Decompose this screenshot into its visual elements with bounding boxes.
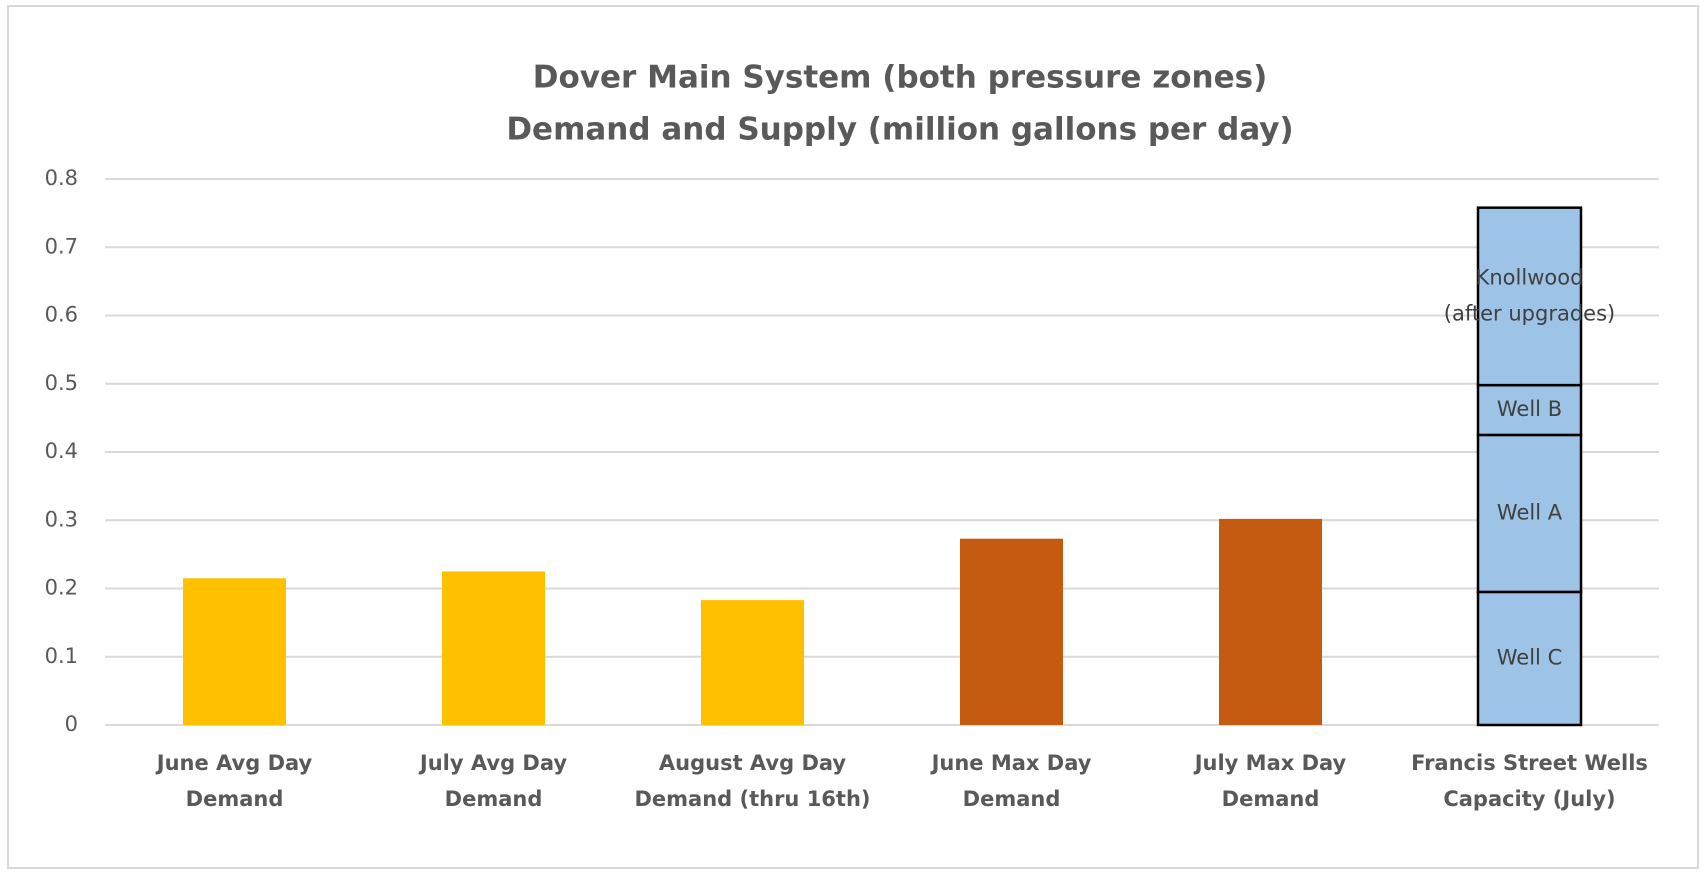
x-tick-label: Demand: [445, 787, 543, 811]
x-tick-label: Demand: [1222, 787, 1320, 811]
y-tick-label: 0.3: [45, 507, 78, 531]
x-tick-label: Capacity (July): [1443, 787, 1615, 811]
x-tick-label: Francis Street Wells: [1411, 751, 1648, 775]
segment-label: Well B: [1497, 397, 1562, 421]
x-tick-label: Demand (thru 16th): [634, 787, 870, 811]
y-tick-label: 0.2: [45, 576, 78, 600]
bar-segment: [701, 600, 804, 725]
y-tick-label: 0.8: [45, 166, 78, 190]
segment-label: Well A: [1497, 500, 1563, 524]
segment-label: Knollwood: [1476, 265, 1584, 289]
chart-title: Dover Main System (both pressure zones): [533, 60, 1268, 96]
bar-segment: [1219, 518, 1322, 725]
x-tick-label: June Max Day: [930, 751, 1092, 775]
y-tick-label: 0.7: [45, 234, 78, 258]
y-tick-label: 0.6: [45, 303, 78, 327]
bar-segment: [960, 538, 1063, 725]
y-tick-label: 0.4: [45, 439, 78, 463]
x-tick-label: July Avg Day: [418, 751, 567, 775]
bar-segment: [1476, 206, 1583, 387]
x-tick-label: June Avg Day: [155, 751, 313, 775]
bar-segment: [442, 571, 545, 725]
x-tick-label: July Max Day: [1193, 751, 1347, 775]
segment-label: Well C: [1497, 645, 1562, 669]
y-tick-label: 0.1: [45, 644, 78, 668]
chart-title: Demand and Supply (million gallons per d…: [506, 112, 1293, 148]
y-tick-label: 0.5: [45, 371, 78, 395]
bar-segment: [183, 578, 286, 725]
x-tick-label: Demand: [186, 787, 284, 811]
y-tick-label: 0: [65, 712, 78, 736]
bar-segment: [1476, 383, 1583, 437]
bar-segment: [1476, 590, 1583, 727]
x-tick-label: August Avg Day: [659, 751, 847, 775]
segment-label: (after upgrades): [1444, 301, 1615, 325]
x-tick-label: Demand: [963, 787, 1061, 811]
